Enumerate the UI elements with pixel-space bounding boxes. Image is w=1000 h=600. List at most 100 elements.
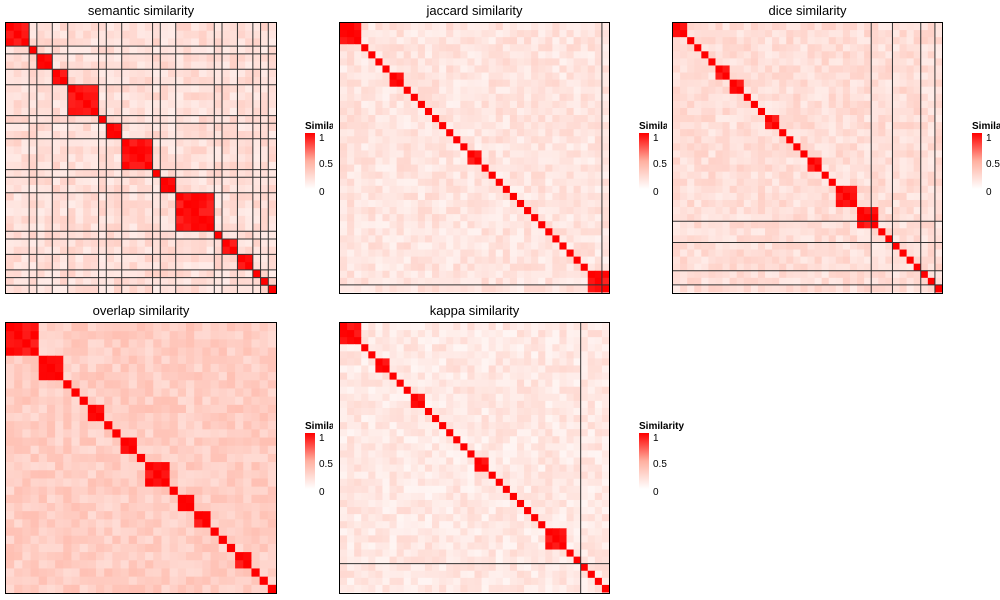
heatmap-cell bbox=[60, 185, 69, 194]
heatmap-cell bbox=[55, 347, 64, 357]
heatmap-cell bbox=[927, 100, 936, 109]
legend-tick-1: 1 bbox=[319, 133, 325, 144]
heatmap-cell bbox=[243, 478, 252, 488]
heatmap-cell bbox=[226, 396, 236, 406]
heatmap-cell bbox=[601, 157, 609, 166]
heatmap-cell bbox=[680, 58, 688, 66]
heatmap-cell bbox=[106, 84, 115, 93]
heatmap-cell bbox=[786, 228, 794, 236]
heatmap-cell bbox=[587, 79, 596, 88]
heatmap-cell bbox=[779, 284, 787, 293]
heatmap-cell bbox=[821, 256, 830, 265]
heatmap-cell bbox=[871, 270, 879, 279]
heatmap-cell bbox=[38, 437, 48, 447]
heatmap-cell bbox=[580, 129, 589, 137]
heatmap-cell bbox=[106, 231, 115, 240]
heatmap-cell bbox=[786, 185, 794, 194]
heatmap-cell bbox=[814, 72, 823, 81]
heatmap-cell bbox=[60, 61, 69, 70]
heatmap-cell bbox=[800, 150, 808, 158]
heatmap-cell bbox=[694, 199, 702, 208]
heatmap-cell bbox=[83, 200, 92, 209]
heatmap-cell bbox=[340, 58, 348, 66]
heatmap-cell bbox=[183, 223, 192, 232]
heatmap-cell bbox=[432, 93, 440, 102]
heatmap-cell bbox=[361, 51, 369, 59]
heatmap-cell bbox=[779, 164, 787, 173]
heatmap-cell bbox=[694, 44, 702, 52]
heatmap-cell bbox=[772, 58, 780, 66]
heatmap-cell bbox=[210, 396, 220, 406]
heatmap-cell bbox=[198, 161, 208, 171]
heatmap-cell bbox=[186, 388, 195, 398]
heatmap-cell bbox=[112, 445, 122, 455]
heatmap-cell bbox=[913, 263, 922, 272]
heatmap-cell bbox=[439, 143, 447, 151]
heatmap-cell bbox=[222, 46, 231, 55]
heatmap-cell bbox=[439, 221, 447, 229]
heatmap-cell bbox=[708, 263, 716, 272]
heatmap-cell bbox=[202, 486, 212, 496]
heatmap-cell bbox=[14, 355, 23, 365]
heatmap-cell bbox=[168, 38, 177, 47]
heatmap-cell bbox=[121, 192, 130, 201]
heatmap-cell bbox=[29, 177, 38, 186]
heatmap-cell bbox=[722, 86, 731, 95]
heatmap-cell bbox=[361, 129, 369, 137]
heatmap-cell bbox=[21, 30, 30, 39]
heatmap-cell bbox=[260, 53, 269, 63]
heatmap-cell bbox=[934, 284, 942, 293]
heatmap-cell bbox=[136, 372, 146, 381]
heatmap-cell bbox=[885, 100, 893, 109]
heatmap-cell bbox=[120, 388, 130, 398]
heatmap-cell bbox=[214, 92, 223, 101]
heatmap-cell bbox=[594, 171, 603, 180]
heatmap-cell bbox=[268, 84, 276, 93]
heatmap-cell bbox=[129, 100, 138, 109]
heatmap-cell bbox=[531, 150, 539, 158]
heatmap-cell bbox=[694, 263, 702, 272]
heatmap-cell bbox=[152, 123, 161, 132]
heatmap-cell bbox=[828, 129, 837, 137]
heatmap-cell bbox=[885, 242, 893, 251]
heatmap-cell bbox=[410, 93, 419, 102]
heatmap-cell bbox=[892, 214, 901, 222]
heatmap-cell bbox=[145, 478, 154, 488]
heatmap-cell bbox=[842, 207, 851, 215]
heatmap-cell bbox=[601, 178, 609, 187]
heatmap-cell bbox=[673, 171, 681, 180]
heatmap-cell bbox=[114, 277, 123, 286]
heatmap-cell bbox=[786, 86, 794, 95]
heatmap-cell bbox=[920, 30, 929, 38]
heatmap-cell bbox=[38, 503, 48, 512]
heatmap-cell bbox=[878, 256, 886, 265]
heatmap-cell bbox=[410, 171, 419, 180]
heatmap-cell bbox=[594, 263, 603, 272]
heatmap-cell bbox=[36, 239, 46, 248]
heatmap-cell bbox=[736, 30, 745, 38]
heatmap-cell bbox=[488, 171, 497, 180]
heatmap-cell bbox=[772, 79, 780, 88]
heatmap-cell bbox=[152, 223, 161, 232]
heatmap-cell bbox=[202, 404, 212, 414]
heatmap-cell bbox=[849, 249, 858, 258]
heatmap-cell bbox=[708, 242, 716, 251]
heatmap-cell bbox=[495, 65, 504, 74]
heatmap-cell bbox=[906, 65, 915, 74]
heatmap-cell bbox=[757, 228, 766, 236]
heatmap-cell bbox=[722, 30, 731, 38]
heatmap-cell bbox=[446, 164, 454, 173]
heatmap-cell bbox=[137, 107, 146, 117]
heatmap-cell bbox=[474, 228, 483, 236]
heatmap-cell bbox=[878, 37, 886, 45]
heatmap-cell bbox=[403, 164, 412, 173]
heatmap-cell bbox=[98, 30, 107, 39]
heatmap-cell bbox=[6, 331, 15, 340]
heatmap-cell bbox=[114, 61, 123, 70]
heatmap-cell bbox=[502, 164, 511, 173]
heatmap-cell bbox=[453, 178, 461, 187]
legend-tick-0: 0 bbox=[319, 187, 325, 198]
heatmap-cell bbox=[864, 58, 872, 66]
heatmap-cell bbox=[432, 178, 440, 187]
heatmap-cell bbox=[729, 72, 738, 81]
